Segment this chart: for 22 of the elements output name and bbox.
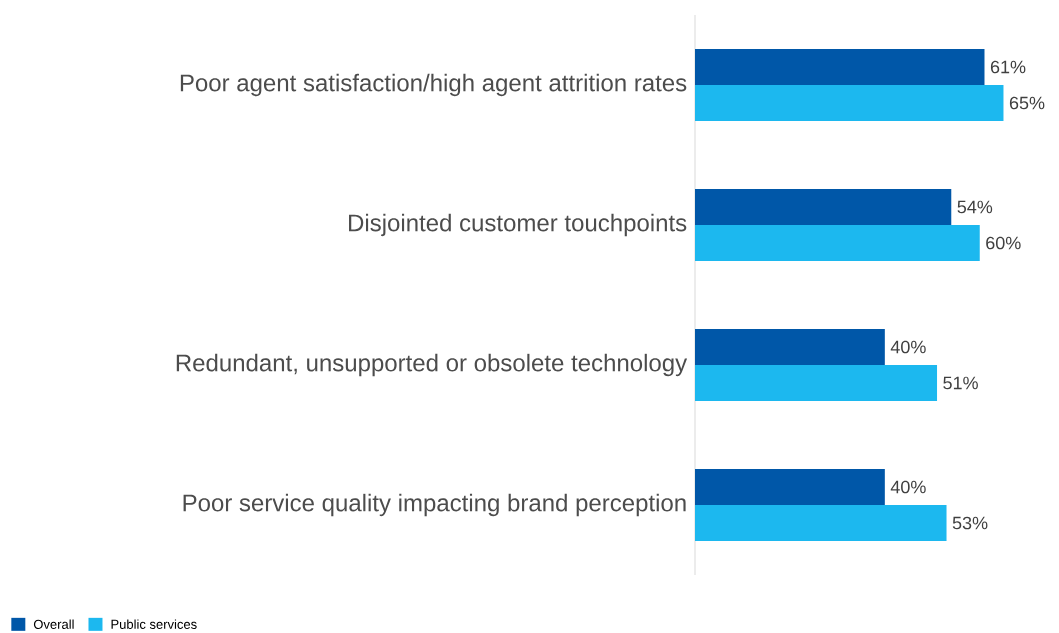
bar bbox=[695, 469, 885, 505]
y-tick-label: Redundant, unsupported or obsolete technology bbox=[176, 353, 688, 377]
y-tick-label: Poor agent satisfaction/high agent attrition rates bbox=[180, 73, 687, 97]
data-label: 54% bbox=[957, 200, 993, 214]
bar bbox=[695, 365, 938, 401]
bar bbox=[695, 225, 980, 261]
bar bbox=[695, 49, 985, 85]
y-tick-label: Poor service quality impacting brand perception bbox=[183, 493, 686, 517]
bar bbox=[695, 189, 952, 225]
data-label: 61% bbox=[990, 60, 1026, 74]
data-label: 53% bbox=[952, 516, 988, 530]
bar bbox=[695, 505, 947, 541]
data-label: 40% bbox=[890, 480, 926, 494]
legend-label: Overall bbox=[33, 619, 74, 629]
legend-label: Public services bbox=[111, 619, 197, 629]
y-tick-label: Disjointed customer touchpoints bbox=[349, 213, 687, 237]
bar bbox=[695, 85, 1004, 121]
data-label: 40% bbox=[890, 340, 926, 354]
data-label: 51% bbox=[943, 376, 978, 390]
bar bbox=[695, 329, 885, 365]
data-label: 60% bbox=[986, 236, 1021, 250]
data-label: 65% bbox=[1009, 96, 1045, 110]
